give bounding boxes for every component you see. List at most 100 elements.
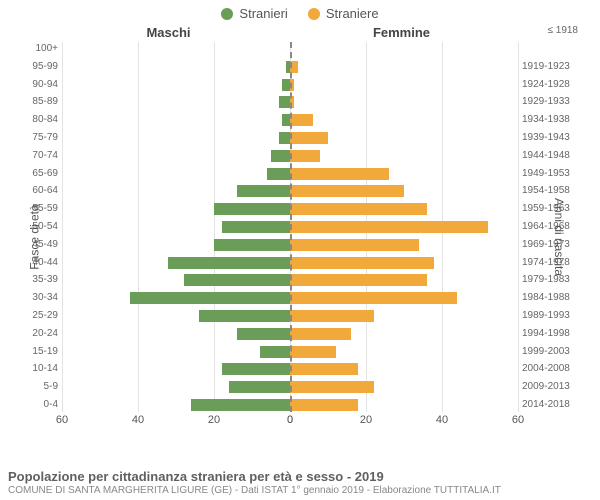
male-bar	[279, 96, 290, 108]
table-row	[62, 60, 290, 74]
table-row	[62, 78, 290, 92]
table-row	[290, 95, 518, 109]
table-row	[62, 149, 290, 163]
table-row	[62, 345, 290, 359]
table-row	[62, 113, 290, 127]
table-row	[62, 291, 290, 305]
birth-labels-column: 1919-19231924-19281929-19331934-19381939…	[518, 42, 582, 432]
male-bar	[214, 239, 290, 251]
age-label: 90-94	[18, 78, 58, 92]
legend-label-female: Straniere	[326, 6, 379, 21]
table-row	[290, 131, 518, 145]
male-bar	[229, 381, 290, 393]
male-bar	[267, 168, 290, 180]
female-bar	[290, 203, 427, 215]
male-bar	[279, 132, 290, 144]
male-bar	[214, 203, 290, 215]
legend-swatch-female	[308, 8, 320, 20]
age-label: 70-74	[18, 149, 58, 163]
table-row	[62, 256, 290, 270]
legend-label-male: Stranieri	[239, 6, 287, 21]
table-row	[290, 167, 518, 181]
table-row	[290, 380, 518, 394]
female-bars	[290, 42, 518, 412]
table-row	[62, 398, 290, 412]
male-bar	[282, 79, 290, 91]
x-tick: 40	[132, 414, 144, 426]
female-bar	[290, 150, 320, 162]
age-label: 65-69	[18, 167, 58, 181]
table-row	[290, 238, 518, 252]
table-row	[290, 256, 518, 270]
table-row	[62, 167, 290, 181]
x-tick: 0	[287, 414, 293, 426]
chart-subtitle: COMUNE DI SANTA MARGHERITA LIGURE (GE) -…	[8, 485, 592, 496]
male-bar	[282, 114, 290, 126]
table-row	[290, 362, 518, 376]
age-label: 100+	[18, 42, 58, 56]
table-row	[290, 202, 518, 216]
x-axis-left: 0204060	[62, 412, 290, 432]
table-row	[290, 60, 518, 74]
age-label: 35-39	[18, 273, 58, 287]
table-row	[290, 220, 518, 234]
male-bar	[237, 328, 290, 340]
x-tick: 60	[56, 414, 68, 426]
age-label: 15-19	[18, 345, 58, 359]
female-bar	[290, 310, 374, 322]
female-bar	[290, 292, 457, 304]
table-row	[290, 78, 518, 92]
table-row	[62, 238, 290, 252]
male-bar	[191, 399, 290, 411]
age-label: 60-64	[18, 184, 58, 198]
birth-label: 2014-2018	[522, 398, 582, 412]
birth-label: 1954-1958	[522, 184, 582, 198]
table-row	[62, 131, 290, 145]
age-label: 80-84	[18, 113, 58, 127]
table-row	[62, 220, 290, 234]
birth-label: 1984-1988	[522, 291, 582, 305]
female-bar	[290, 114, 313, 126]
birth-label: 2009-2013	[522, 380, 582, 394]
birth-label: 1924-1928	[522, 78, 582, 92]
table-row	[290, 398, 518, 412]
birth-label: 1934-1938	[522, 113, 582, 127]
female-bar	[290, 346, 336, 358]
female-bar	[290, 168, 389, 180]
male-bar	[222, 221, 290, 233]
legend-swatch-male	[221, 8, 233, 20]
age-label: 75-79	[18, 131, 58, 145]
table-row	[290, 291, 518, 305]
age-label: 25-29	[18, 309, 58, 323]
age-label: 0-4	[18, 398, 58, 412]
age-label: 10-14	[18, 362, 58, 376]
male-bar	[222, 363, 290, 375]
age-label: 95-99	[18, 60, 58, 74]
x-axis-right: 0204060	[290, 412, 518, 432]
chart-title: Popolazione per cittadinanza straniera p…	[8, 469, 592, 484]
age-label: 85-89	[18, 95, 58, 109]
age-label: 30-34	[18, 291, 58, 305]
x-tick: 60	[512, 414, 524, 426]
female-bar	[290, 257, 434, 269]
male-bar	[199, 310, 290, 322]
male-bar	[168, 257, 290, 269]
female-bar	[290, 363, 358, 375]
x-tick: 20	[208, 414, 220, 426]
gridline	[518, 42, 519, 412]
age-label: 5-9	[18, 380, 58, 394]
header-male: Maschi	[62, 25, 275, 40]
male-bar	[130, 292, 290, 304]
header-birth-first: ≤ 1918	[508, 25, 582, 40]
table-row	[62, 273, 290, 287]
male-bar	[237, 185, 290, 197]
male-bars	[62, 42, 290, 412]
female-bar	[290, 328, 351, 340]
table-row	[62, 42, 290, 56]
female-bar	[290, 274, 427, 286]
female-bar	[290, 239, 419, 251]
footer: Popolazione per cittadinanza straniera p…	[8, 469, 592, 496]
birth-label: 1994-1998	[522, 327, 582, 341]
table-row	[290, 42, 518, 56]
table-row	[62, 362, 290, 376]
